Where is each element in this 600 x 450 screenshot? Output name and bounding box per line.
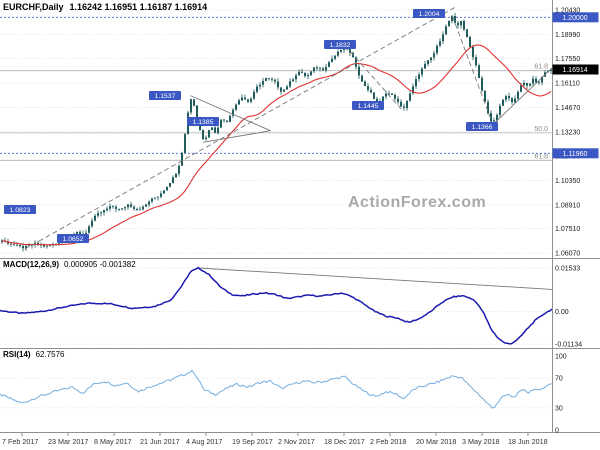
- rsi-params-label: RSI(14): [3, 350, 31, 359]
- date-label: 8 May 2017: [94, 437, 132, 446]
- swing-annotation-text: 1.0652: [63, 236, 84, 243]
- chart-title: EURCHF,Daily 1.16242 1.16951 1.16187 1.16…: [3, 2, 207, 12]
- fib-levels: 61.8 50.0 61.8: [0, 64, 552, 161]
- date-label: 19 Sep 2017: [232, 437, 273, 446]
- date-axis-labels: 7 Feb 2017 23 Mar 2017 8 May 2017 21 Jun 20…: [2, 432, 548, 446]
- symbol-period-label: EURCHF,Daily: [3, 2, 64, 12]
- price-plot-area[interactable]: [0, 0, 552, 258]
- key-level-price-box: [552, 148, 599, 159]
- price-axis-label: 1.16110: [555, 81, 580, 88]
- macd-plot-area[interactable]: [0, 259, 552, 348]
- macd-indicator-label: MACD(12,26,9) 0.000905 -0.001382: [3, 260, 136, 269]
- price-axis-labels: 1.20430 1.18990 1.17550 1.16110 1.14670 1.132…: [555, 8, 580, 258]
- swing-annotation-box: [413, 9, 445, 18]
- fib-label: 61.8: [534, 153, 548, 160]
- swing-annotation-text: 1.1366: [472, 124, 493, 131]
- key-levels: [0, 16, 552, 154]
- date-label: 3 May 2018: [462, 437, 500, 446]
- watermark: ActionForex.com: [348, 194, 487, 211]
- swing-annotation-text: 1.2004: [419, 11, 440, 18]
- rsi-indicator-label: RSI(14) 62.7576: [3, 350, 64, 359]
- key-level-price-box: [552, 12, 599, 23]
- ohlc-readout: 1.16242 1.16951 1.16187 1.16914: [69, 2, 208, 12]
- swing-annotation-box: [352, 101, 384, 110]
- swing-annotation-text: 1.1385: [193, 119, 214, 126]
- date-label: 21 Jun 2017: [140, 437, 180, 446]
- price-axis-label: 1.06070: [555, 251, 580, 258]
- trendlines: [24, 6, 552, 250]
- price-axis-label: 1.18990: [555, 32, 580, 39]
- date-label: 2 Nov 2017: [278, 437, 315, 446]
- key-level-price-text: 1.20000: [562, 15, 587, 22]
- swing-annotation-box: [324, 40, 356, 49]
- price-axis-label: 1.10350: [555, 178, 580, 185]
- price-axis-label: 1.13230: [555, 129, 580, 136]
- date-label: 18 Dec 2017: [324, 437, 365, 446]
- date-label: 23 Mar 2017: [48, 437, 88, 446]
- fib-label: 50.0: [534, 126, 548, 133]
- ma-line: [1, 44, 552, 246]
- price-axis-label: 1.07510: [555, 226, 580, 233]
- price-gridlines: [0, 9, 552, 254]
- swing-annotation-text: 1.1832: [330, 42, 351, 49]
- date-label: 4 Aug 2017: [186, 437, 222, 446]
- swing-annotation-text: 1.1445: [358, 103, 379, 110]
- rsi-axis-label: 70: [555, 376, 563, 383]
- date-label: 18 Jun 2018: [508, 437, 548, 446]
- macd-axis-label: 0.00: [555, 309, 569, 316]
- price-panel: 61.8 50.0 61.8 1.2004 1.1832 1.1537 1.1385 1.14…: [0, 6, 552, 254]
- swing-annotation-box: [466, 122, 498, 131]
- date-label: 2 Feb 2018: [370, 437, 406, 446]
- rsi-value: 62.7576: [35, 350, 65, 359]
- macd-params-label: MACD(12,26,9): [3, 260, 60, 269]
- macd-line: [0, 266, 552, 345]
- date-label: 20 Mar 2018: [416, 437, 456, 446]
- swing-annotation-text: 1.0823: [10, 207, 31, 214]
- rsi-axis-label: 100: [555, 354, 567, 361]
- price-axis-label: 1.14670: [555, 105, 580, 112]
- macd-trendline: [198, 267, 552, 290]
- macd-values: 0.000905 -0.001382: [64, 260, 136, 269]
- current-price-text: 1.16914: [562, 67, 587, 74]
- price-axis-label: 1.08910: [555, 202, 580, 209]
- rsi-line: [0, 369, 552, 409]
- price-axis-label: 1.20430: [555, 8, 580, 15]
- swing-annotation-box: [187, 117, 219, 126]
- swing-annotation-text: 1.1537: [155, 93, 176, 100]
- swing-annotation-box: [4, 205, 36, 214]
- date-label: 7 Feb 2017: [2, 437, 38, 446]
- swing-annotation-box: [149, 91, 181, 100]
- swing-annotations: 1.2004 1.1832 1.1537 1.1385 1.1445 1.1366 1.08…: [4, 9, 498, 243]
- rsi-panel: [0, 369, 552, 409]
- key-level-price-text: 1.11960: [563, 151, 588, 158]
- swing-annotation-box: [57, 234, 89, 243]
- price-axis-label: 1.17550: [555, 56, 580, 63]
- fib-label: 61.8: [534, 64, 548, 71]
- current-price-box: [552, 64, 599, 75]
- macd-axis-label: -0.01134: [555, 342, 582, 349]
- macd-axis-label: 0.01533: [555, 265, 580, 272]
- rsi-plot-area[interactable]: [0, 349, 552, 432]
- rsi-axis-label: 0: [555, 428, 559, 435]
- macd-panel: [0, 266, 552, 345]
- rsi-axis-label: 30: [555, 405, 563, 412]
